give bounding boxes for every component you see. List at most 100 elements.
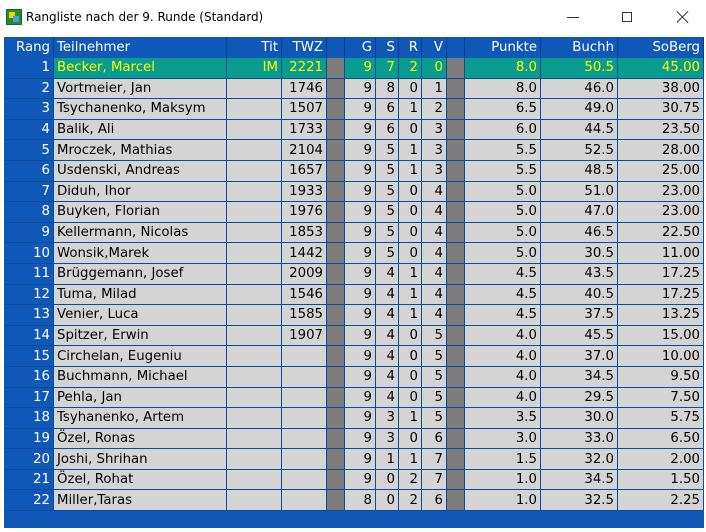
- header-tit[interactable]: Tit: [227, 37, 282, 58]
- buchholz-cell: 46.5: [541, 222, 618, 244]
- header-g[interactable]: G: [345, 37, 376, 58]
- wins-cell: 1: [376, 449, 399, 470]
- table-row[interactable]: 7 Diduh, Ihor 1933 9 5 0 4 5.0 51.0 23.00: [4, 181, 704, 203]
- maximize-button[interactable]: [604, 0, 650, 34]
- table-row[interactable]: 9 Kellermann, Nicolas 1853 9 5 0 4 5.0 46.5 22.50: [4, 222, 704, 244]
- name-cell: Buyken, Florian: [54, 202, 227, 223]
- points-cell: 1.0: [465, 469, 541, 491]
- name-cell: Tsyhanenko, Artem: [54, 408, 227, 429]
- points-cell: 4.0: [465, 346, 541, 367]
- name-cell: Kellermann, Nicolas: [54, 222, 227, 244]
- separator-cell: [447, 119, 465, 141]
- wins-cell: 6: [376, 99, 399, 120]
- header-row: Rang Teilnehmer Tit TWZ G S R V Punkte B…: [4, 37, 704, 58]
- wins-cell: 4: [376, 346, 399, 367]
- table-row[interactable]: 22 Miller,Taras 8 0 2 6 1.0 32.5 2.25: [4, 490, 704, 512]
- table-row[interactable]: 6 Usdenski, Andreas 1657 9 5 1 3 5.5 48.5 25.00: [4, 160, 704, 182]
- losses-cell: 4: [422, 305, 447, 326]
- table-row[interactable]: 4 Balik, Ali 1733 9 6 0 3 6.0 44.5 23.50: [4, 119, 704, 141]
- name-cell: Vortmeier, Jan: [54, 78, 227, 100]
- draws-cell: 1: [399, 408, 422, 429]
- sonneborn-berger-cell: 10.00: [618, 346, 704, 367]
- table-row[interactable]: 10 Wonsik,Marek 1442 9 5 0 4 5.0 30.5 11.00: [4, 243, 704, 264]
- table-row[interactable]: 5 Mroczek, Mathias 2104 9 5 1 3 5.5 52.5 28.00: [4, 140, 704, 161]
- losses-cell: 5: [422, 346, 447, 367]
- swiss-chess-app-icon[interactable]: [6, 9, 22, 25]
- rang-cell: 5: [4, 140, 54, 161]
- header-soberg[interactable]: SoBerg: [618, 37, 704, 58]
- table-row[interactable]: 18 Tsyhanenko, Artem 9 3 1 5 3.5 30.0 5.75: [4, 408, 704, 429]
- table-row[interactable]: 13 Venier, Luca 1585 9 4 1 4 4.5 37.5 13.25: [4, 305, 704, 326]
- rating-cell: 2009: [282, 263, 327, 285]
- table-row[interactable]: 17 Pehla, Jan 9 4 0 5 4.0 29.5 7.50: [4, 387, 704, 409]
- losses-cell: 5: [422, 387, 447, 409]
- name-cell: Diduh, Ihor: [54, 181, 227, 203]
- minimize-button[interactable]: [550, 0, 596, 34]
- draws-cell: 0: [399, 78, 422, 100]
- losses-cell: 4: [422, 284, 447, 306]
- points-cell: 3.0: [465, 428, 541, 450]
- table-row[interactable]: 12 Tuma, Milad 1546 9 4 1 4 4.5 40.5 17.25: [4, 284, 704, 306]
- title-cell: [227, 222, 282, 244]
- name-cell: Joshi, Shrihan: [54, 449, 227, 470]
- header-r[interactable]: R: [399, 37, 422, 58]
- losses-cell: 2: [422, 99, 447, 120]
- wins-cell: 7: [376, 58, 399, 79]
- table-row[interactable]: 14 Spitzer, Erwin 1907 9 4 0 5 4.0 45.5 15.00: [4, 325, 704, 347]
- games-cell: 9: [345, 78, 376, 100]
- table-row[interactable]: 11 Brüggemann, Josef 2009 9 4 1 4 4.5 43.5 17.25: [4, 263, 704, 285]
- minimize-icon: [567, 16, 579, 18]
- table-row[interactable]: 15 Circhelan, Eugeniu 9 4 0 5 4.0 37.0 10.00: [4, 346, 704, 367]
- name-cell: Circhelan, Eugeniu: [54, 346, 227, 367]
- header-punkte[interactable]: Punkte: [465, 37, 541, 58]
- header-rang[interactable]: Rang: [4, 37, 54, 58]
- draws-cell: 0: [399, 428, 422, 450]
- separator-cell: [327, 140, 345, 161]
- separator-cell: [447, 99, 465, 120]
- header-v[interactable]: V: [422, 37, 447, 58]
- title-cell: [227, 387, 282, 409]
- table-row[interactable]: 20 Joshi, Shrihan 9 1 1 7 1.5 32.0 2.00: [4, 449, 704, 470]
- header-twz[interactable]: TWZ: [282, 37, 327, 58]
- table-row[interactable]: 8 Buyken, Florian 1976 9 5 0 4 5.0 47.0 23.00: [4, 202, 704, 223]
- table-row[interactable]: 1 Becker, Marcel IM 2221 9 7 2 0 8.0 50.5 45.00: [4, 58, 704, 79]
- separator-cell: [327, 305, 345, 326]
- buchholz-cell: 46.0: [541, 78, 618, 100]
- title-bar[interactable]: Rangliste nach der 9. Runde (Standard): [0, 0, 706, 37]
- draws-cell: 0: [399, 346, 422, 367]
- separator-cell: [327, 160, 345, 182]
- buchholz-cell: 32.0: [541, 449, 618, 470]
- title-cell: [227, 408, 282, 429]
- wins-cell: 3: [376, 408, 399, 429]
- header-s[interactable]: S: [376, 37, 399, 58]
- header-separator: [447, 37, 465, 58]
- games-cell: 9: [345, 202, 376, 223]
- table-row[interactable]: 16 Buchmann, Michael 9 4 0 5 4.0 34.5 9.50: [4, 366, 704, 388]
- table-row[interactable]: 2 Vortmeier, Jan 1746 9 8 0 1 8.0 46.0 38.00: [4, 78, 704, 100]
- buchholz-cell: 45.5: [541, 325, 618, 347]
- wins-cell: 6: [376, 119, 399, 141]
- header-teilnehmer[interactable]: Teilnehmer: [54, 37, 227, 58]
- table-row[interactable]: 19 Özel, Ronas 9 3 0 6 3.0 33.0 6.50: [4, 428, 704, 450]
- rang-cell: 19: [4, 428, 54, 450]
- separator-cell: [327, 387, 345, 409]
- standings-grid[interactable]: Rang Teilnehmer Tit TWZ G S R V Punkte B…: [4, 37, 704, 528]
- rating-cell: 1976: [282, 202, 327, 223]
- points-cell: 6.5: [465, 99, 541, 120]
- buchholz-cell: 37.5: [541, 305, 618, 326]
- title-cell: [227, 366, 282, 388]
- buchholz-cell: 33.0: [541, 428, 618, 450]
- header-buchh[interactable]: Buchh: [541, 37, 618, 58]
- buchholz-cell: 49.0: [541, 99, 618, 120]
- table-row[interactable]: 3 Tsychanenko, Maksym 1507 9 6 1 2 6.5 49.0 30.75: [4, 99, 704, 120]
- rating-cell: 1657: [282, 160, 327, 182]
- points-cell: 3.5: [465, 408, 541, 429]
- games-cell: 9: [345, 140, 376, 161]
- wins-cell: 4: [376, 387, 399, 409]
- draws-cell: 1: [399, 160, 422, 182]
- wins-cell: 4: [376, 366, 399, 388]
- separator-cell: [447, 366, 465, 388]
- close-button[interactable]: [660, 0, 706, 34]
- draws-cell: 2: [399, 469, 422, 491]
- table-row[interactable]: 21 Özel, Rohat 9 0 2 7 1.0 34.5 1.50: [4, 469, 704, 491]
